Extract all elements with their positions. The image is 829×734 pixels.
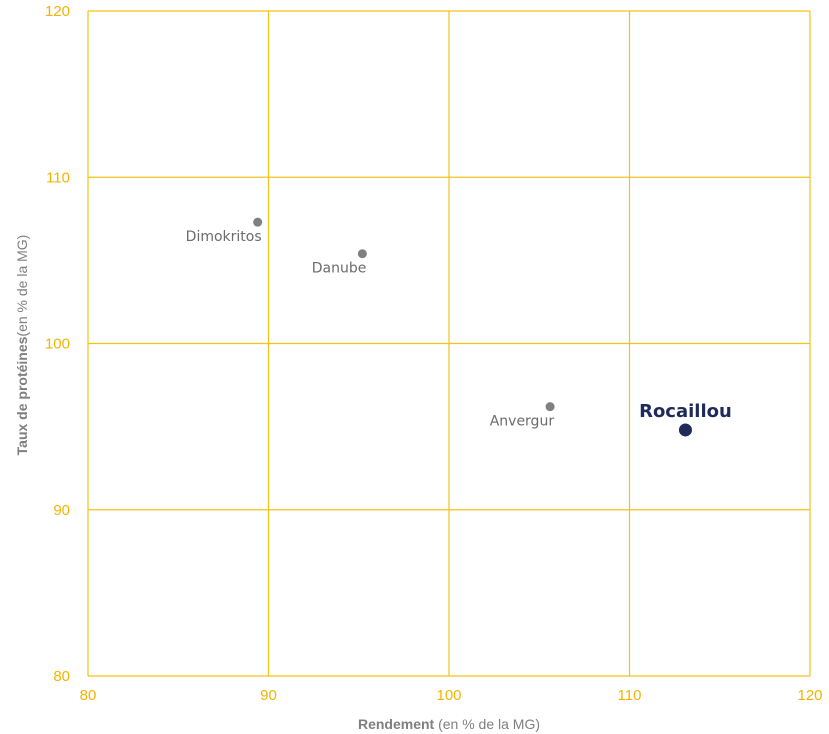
x-axis-title: Rendement (en % de la MG) <box>358 716 540 732</box>
x-axis-title-rest: (en % de la MG) <box>434 716 540 732</box>
point-label-anvergur: Anvergur <box>490 414 555 430</box>
y-axis-title-bold: Taux de protéines <box>14 336 30 455</box>
x-tick-label: 110 <box>618 687 642 704</box>
tick-labels: 80 90 100 110 120 80 90 100 110 120 <box>45 3 823 704</box>
data-point-rocaillou <box>678 423 692 437</box>
x-tick-label: 80 <box>80 687 97 704</box>
point-labels: Dimokritos Danube Anvergur Rocaillou <box>186 229 732 430</box>
x-tick-label: 120 <box>797 687 822 704</box>
y-axis-title: Taux de protéines(en % de la MG) <box>14 235 30 456</box>
x-tick-label: 100 <box>436 687 461 704</box>
y-tick-label: 80 <box>53 668 70 685</box>
grid <box>87 10 811 677</box>
data-points <box>253 217 692 437</box>
point-label-dimokritos: Dimokritos <box>186 229 262 245</box>
y-tick-label: 100 <box>45 336 70 353</box>
point-label-rocaillou: Rocaillou <box>639 401 732 422</box>
x-axis-title-bold: Rendement <box>358 716 435 732</box>
y-tick-label: 110 <box>46 169 70 186</box>
data-point-anvergur <box>545 402 555 412</box>
y-tick-label: 120 <box>45 3 70 20</box>
data-point-dimokritos <box>253 217 263 227</box>
y-tick-label: 90 <box>53 502 70 519</box>
x-tick-label: 90 <box>260 687 277 704</box>
point-label-danube: Danube <box>312 261 367 277</box>
data-point-danube <box>357 249 367 259</box>
y-axis-title-rest: (en % de la MG) <box>14 235 30 337</box>
